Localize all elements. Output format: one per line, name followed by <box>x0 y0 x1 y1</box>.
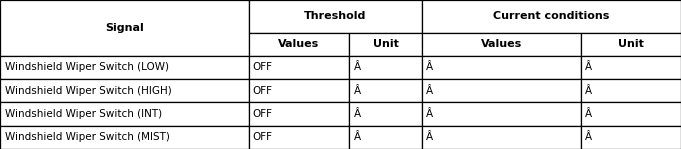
Text: OFF: OFF <box>253 62 272 72</box>
Bar <box>249 79 349 102</box>
Bar <box>581 79 681 102</box>
Text: Â: Â <box>353 86 360 96</box>
Text: Unit: Unit <box>618 39 644 49</box>
Text: Windshield Wiper Switch (MIST): Windshield Wiper Switch (MIST) <box>5 132 170 142</box>
Text: OFF: OFF <box>253 109 272 119</box>
Text: Â: Â <box>585 109 592 119</box>
Text: Â: Â <box>353 109 360 119</box>
Text: Windshield Wiper Switch (LOW): Windshield Wiper Switch (LOW) <box>5 62 170 72</box>
Text: Unit: Unit <box>373 39 398 49</box>
Text: Â: Â <box>426 132 433 142</box>
Bar <box>0 0 249 56</box>
Bar <box>349 56 422 79</box>
Text: Threshold: Threshold <box>304 11 366 21</box>
Text: Windshield Wiper Switch (HIGH): Windshield Wiper Switch (HIGH) <box>5 86 172 96</box>
Bar <box>0 102 249 126</box>
Bar <box>0 79 249 102</box>
Text: Windshield Wiper Switch (INT): Windshield Wiper Switch (INT) <box>5 109 163 119</box>
Bar <box>422 79 581 102</box>
Bar <box>581 33 681 56</box>
Bar <box>422 33 581 56</box>
Text: Â: Â <box>353 132 360 142</box>
Text: Values: Values <box>481 39 522 49</box>
Bar <box>249 0 422 33</box>
Bar <box>249 33 349 56</box>
Text: Â: Â <box>426 109 433 119</box>
Bar <box>0 126 249 149</box>
Text: Signal: Signal <box>105 23 144 33</box>
Text: Current conditions: Current conditions <box>494 11 609 21</box>
Text: OFF: OFF <box>253 86 272 96</box>
Text: Â: Â <box>353 62 360 72</box>
Text: Â: Â <box>426 62 433 72</box>
Bar <box>349 126 422 149</box>
Bar <box>0 56 249 79</box>
Text: Â: Â <box>585 86 592 96</box>
Bar <box>422 102 581 126</box>
Bar <box>581 56 681 79</box>
Text: Â: Â <box>585 62 592 72</box>
Bar <box>249 56 349 79</box>
Text: OFF: OFF <box>253 132 272 142</box>
Bar <box>249 102 349 126</box>
Text: Â: Â <box>585 132 592 142</box>
Bar <box>349 79 422 102</box>
Bar <box>422 0 681 33</box>
Bar <box>249 126 349 149</box>
Text: Values: Values <box>279 39 319 49</box>
Bar <box>349 102 422 126</box>
Bar <box>581 102 681 126</box>
Bar <box>422 126 581 149</box>
Bar <box>581 126 681 149</box>
Text: Â: Â <box>426 86 433 96</box>
Bar <box>422 56 581 79</box>
Bar <box>349 33 422 56</box>
